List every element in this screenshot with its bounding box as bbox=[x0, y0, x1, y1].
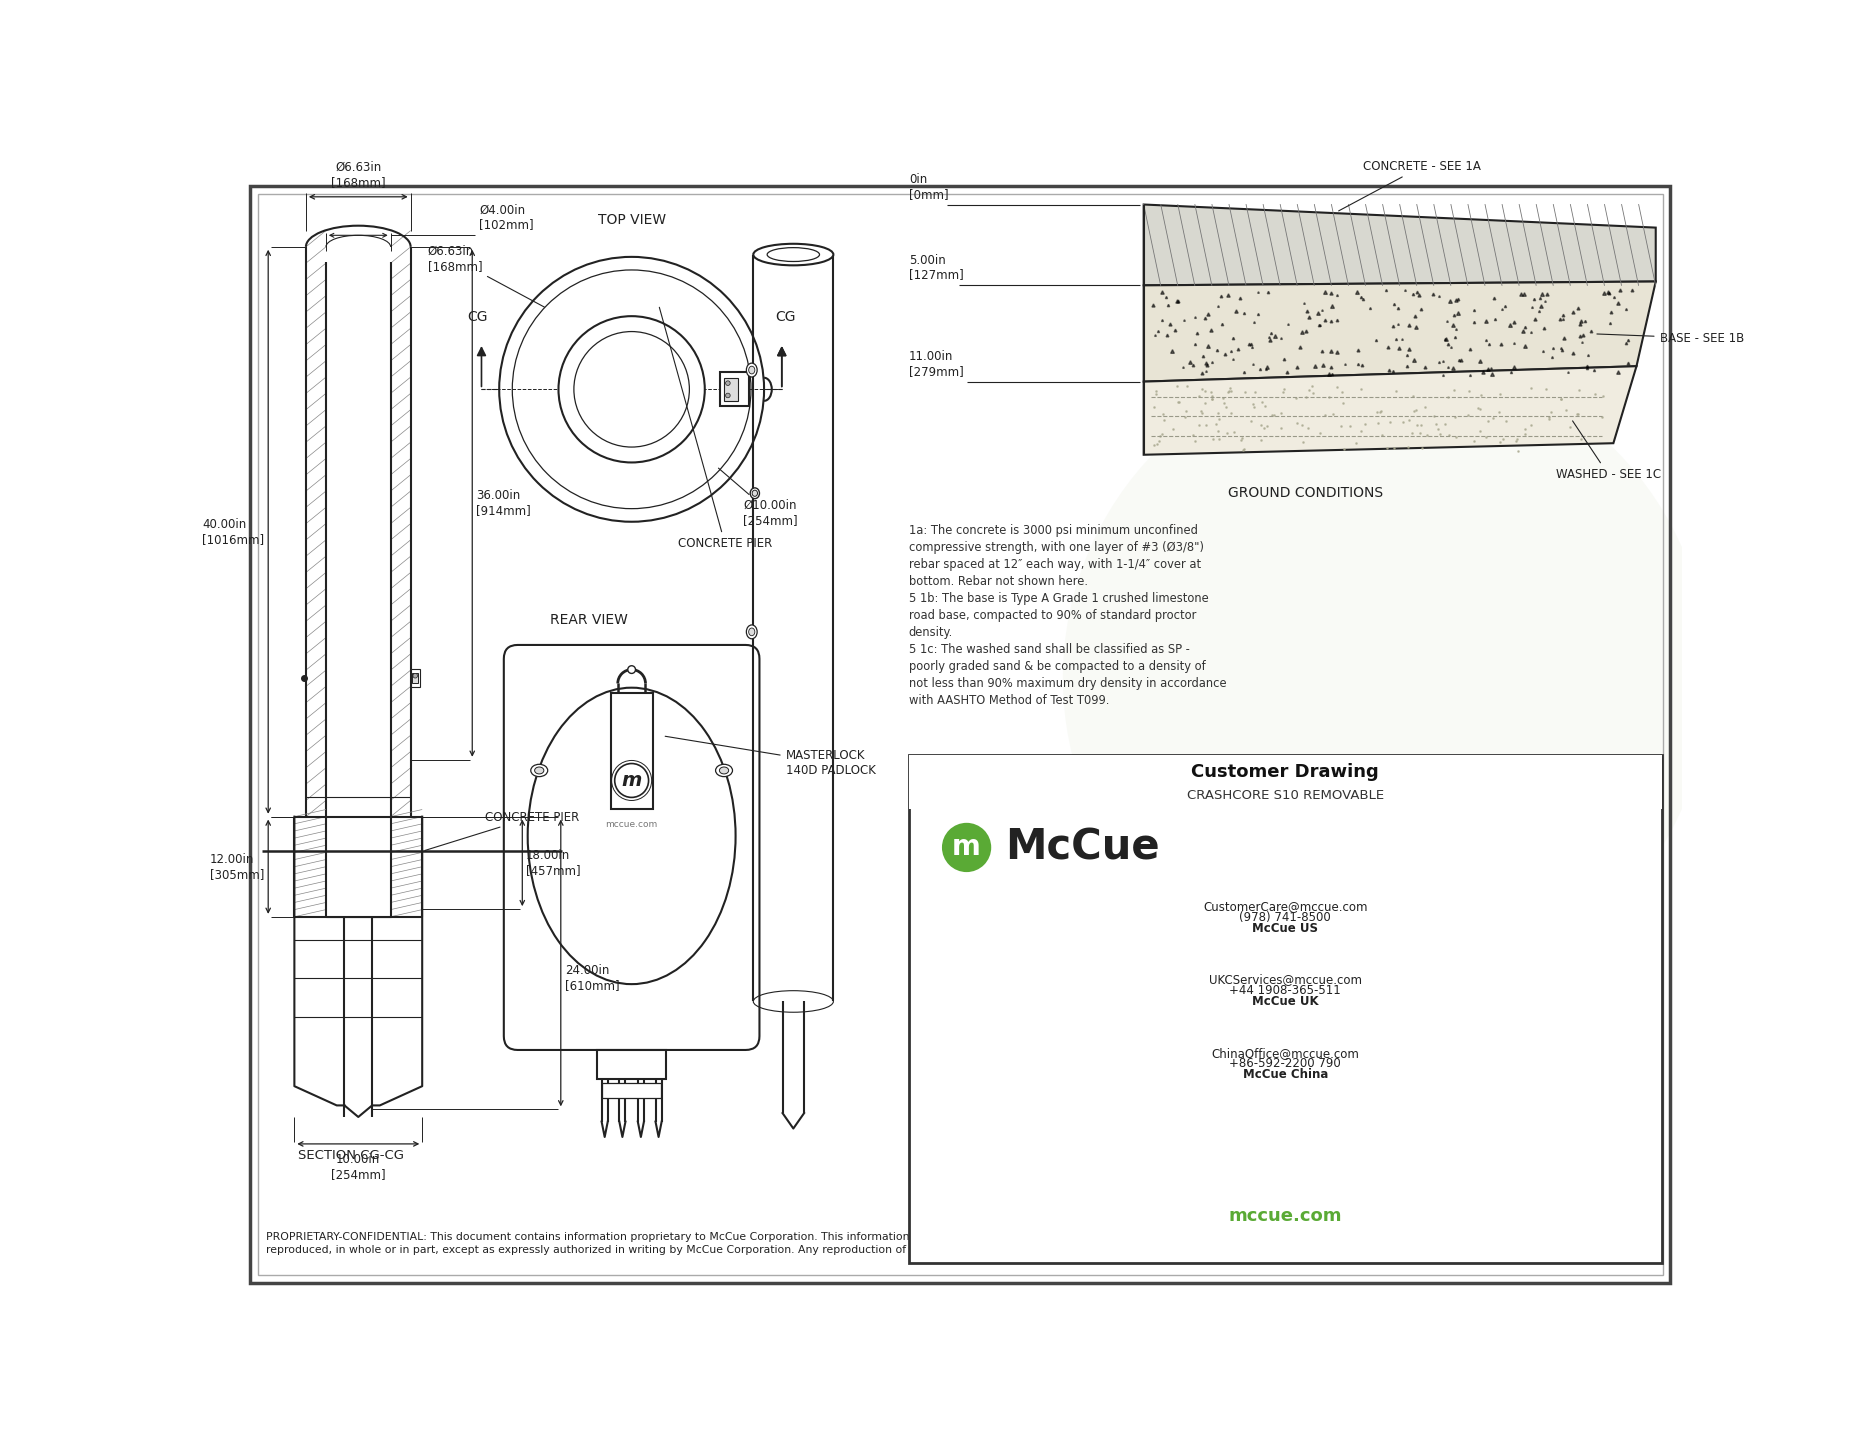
FancyBboxPatch shape bbox=[504, 646, 759, 1050]
Polygon shape bbox=[1143, 205, 1656, 285]
Circle shape bbox=[627, 666, 635, 673]
Ellipse shape bbox=[749, 489, 759, 499]
Bar bbox=[908, 755, 1661, 808]
Text: McCue UK: McCue UK bbox=[1251, 995, 1319, 1008]
Text: UKCServices@mccue.com: UKCServices@mccue.com bbox=[1208, 973, 1362, 986]
Text: 12.00in
[305mm]: 12.00in [305mm] bbox=[210, 852, 264, 881]
Text: SECTION CG-CG: SECTION CG-CG bbox=[298, 1149, 403, 1162]
Text: Ø10.00in
[254mm]: Ø10.00in [254mm] bbox=[717, 468, 798, 526]
Text: 24.00in
[610mm]: 24.00in [610mm] bbox=[564, 964, 618, 993]
Text: Ø4.00in
[102mm]: Ø4.00in [102mm] bbox=[479, 204, 534, 231]
Text: McCue China: McCue China bbox=[1242, 1069, 1328, 1082]
Text: PROPRIETARY-CONFIDENTIAL: This document contains information proprietary to McCu: PROPRIETARY-CONFIDENTIAL: This document … bbox=[266, 1233, 1234, 1255]
Text: ChinaOffice@mccue.com: ChinaOffice@mccue.com bbox=[1210, 1047, 1358, 1060]
Ellipse shape bbox=[751, 490, 757, 496]
Bar bbox=[294, 817, 421, 917]
Text: McCue: McCue bbox=[1004, 826, 1159, 868]
Text: TOP VIEW: TOP VIEW bbox=[597, 212, 665, 227]
Text: Ø6.63in
[168mm]: Ø6.63in [168mm] bbox=[332, 161, 386, 189]
Text: m: m bbox=[951, 833, 980, 861]
Circle shape bbox=[725, 393, 730, 398]
Text: Customer Drawing: Customer Drawing bbox=[1191, 763, 1379, 781]
Text: 1a: The concrete is 3000 psi minimum unconfined
compressive strength, with one l: 1a: The concrete is 3000 psi minimum unc… bbox=[908, 523, 1225, 707]
Text: REAR VIEW: REAR VIEW bbox=[551, 614, 627, 627]
Ellipse shape bbox=[530, 765, 547, 776]
Circle shape bbox=[942, 823, 991, 872]
Ellipse shape bbox=[745, 364, 757, 377]
Ellipse shape bbox=[753, 244, 833, 265]
Ellipse shape bbox=[715, 765, 732, 776]
Text: MASTERLOCK
140D PADLOCK: MASTERLOCK 140D PADLOCK bbox=[665, 736, 875, 778]
Text: mccue.com: mccue.com bbox=[605, 820, 657, 829]
Text: McCue US: McCue US bbox=[1251, 922, 1319, 935]
Bar bbox=[719, 372, 749, 406]
Bar bbox=[412, 673, 418, 683]
Text: 10.00in
[254mm]: 10.00in [254mm] bbox=[332, 1153, 386, 1181]
Text: 11.00in
[279mm]: 11.00in [279mm] bbox=[908, 350, 963, 378]
Text: 5.00in
[127mm]: 5.00in [127mm] bbox=[908, 253, 963, 282]
Bar bbox=[410, 669, 420, 688]
Ellipse shape bbox=[719, 768, 729, 774]
Text: CRASHCORE S10 REMOVABLE: CRASHCORE S10 REMOVABLE bbox=[1186, 788, 1382, 801]
Text: BASE - SEE 1B: BASE - SEE 1B bbox=[1596, 332, 1744, 345]
Ellipse shape bbox=[534, 768, 543, 774]
Text: CG: CG bbox=[775, 310, 796, 324]
Text: Ø6.63in
[168mm]: Ø6.63in [168mm] bbox=[427, 244, 545, 307]
Text: +86-592-2200 790: +86-592-2200 790 bbox=[1229, 1057, 1341, 1070]
Bar bbox=[601, 1083, 661, 1098]
Text: CONCRETE - SEE 1A: CONCRETE - SEE 1A bbox=[1337, 160, 1480, 211]
Ellipse shape bbox=[749, 628, 755, 635]
Circle shape bbox=[614, 763, 648, 797]
Bar bbox=[753, 254, 833, 1002]
Polygon shape bbox=[1143, 366, 1635, 455]
Text: CG: CG bbox=[466, 310, 487, 324]
Bar bbox=[597, 1050, 667, 1079]
Ellipse shape bbox=[745, 625, 757, 638]
Text: 18.00in
[457mm]: 18.00in [457mm] bbox=[526, 849, 581, 877]
Circle shape bbox=[498, 257, 764, 522]
Circle shape bbox=[725, 381, 730, 385]
Bar bbox=[723, 378, 738, 401]
Text: CONCRETE PIER: CONCRETE PIER bbox=[425, 810, 579, 851]
Polygon shape bbox=[1143, 282, 1656, 381]
Text: 36.00in
[914mm]: 36.00in [914mm] bbox=[476, 489, 530, 518]
Text: 40.00in
[1016mm]: 40.00in [1016mm] bbox=[202, 518, 264, 545]
Text: CustomerCare@mccue.com: CustomerCare@mccue.com bbox=[1202, 900, 1367, 913]
Bar bbox=[305, 247, 410, 817]
Ellipse shape bbox=[749, 366, 755, 374]
Text: CONCRETE PIER: CONCRETE PIER bbox=[659, 307, 772, 550]
Bar bbox=[611, 694, 654, 808]
Circle shape bbox=[558, 316, 704, 462]
Text: +44 1908-365-511: +44 1908-365-511 bbox=[1229, 984, 1341, 997]
Text: (978) 741-8500: (978) 741-8500 bbox=[1238, 912, 1330, 925]
Circle shape bbox=[1062, 355, 1708, 1002]
Bar bbox=[908, 755, 1661, 1264]
Text: GROUND CONDITIONS: GROUND CONDITIONS bbox=[1227, 486, 1382, 500]
Text: m: m bbox=[622, 771, 641, 790]
Text: mccue.com: mccue.com bbox=[1229, 1207, 1341, 1224]
Circle shape bbox=[412, 673, 418, 678]
Text: WASHED - SEE 1C: WASHED - SEE 1C bbox=[1555, 420, 1659, 481]
Text: 0in
[0mm]: 0in [0mm] bbox=[908, 173, 948, 201]
Bar bbox=[326, 262, 390, 817]
